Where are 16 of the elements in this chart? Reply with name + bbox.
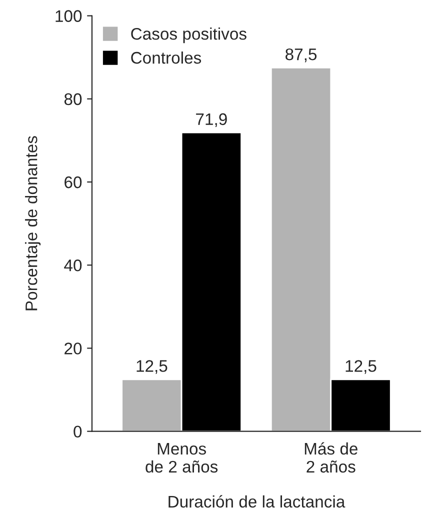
data-label: 87,5 bbox=[286, 48, 317, 62]
data-label: 12,5 bbox=[346, 360, 376, 374]
y-tick-label: 80 bbox=[64, 93, 82, 106]
y-tick-label: 40 bbox=[64, 260, 82, 272]
data-label: 71,9 bbox=[196, 113, 227, 128]
x-tick-label: Menos de 2 años bbox=[146, 443, 218, 473]
data-label: 12,5 bbox=[136, 360, 168, 374]
x-axis-title: Duración de la lactancia bbox=[168, 495, 346, 508]
legend-label: Controles bbox=[131, 51, 202, 64]
y-tick-label: 100 bbox=[56, 10, 82, 22]
y-tick-label: 60 bbox=[64, 176, 82, 188]
x-tick-label: Más de 2 años bbox=[304, 442, 358, 473]
y-tick-label: 20 bbox=[64, 342, 82, 354]
y-axis-title: Porcentaje de donantes bbox=[25, 136, 41, 310]
legend-label: Casos positivos bbox=[131, 28, 246, 44]
y-tick-label: 0 bbox=[74, 426, 82, 438]
